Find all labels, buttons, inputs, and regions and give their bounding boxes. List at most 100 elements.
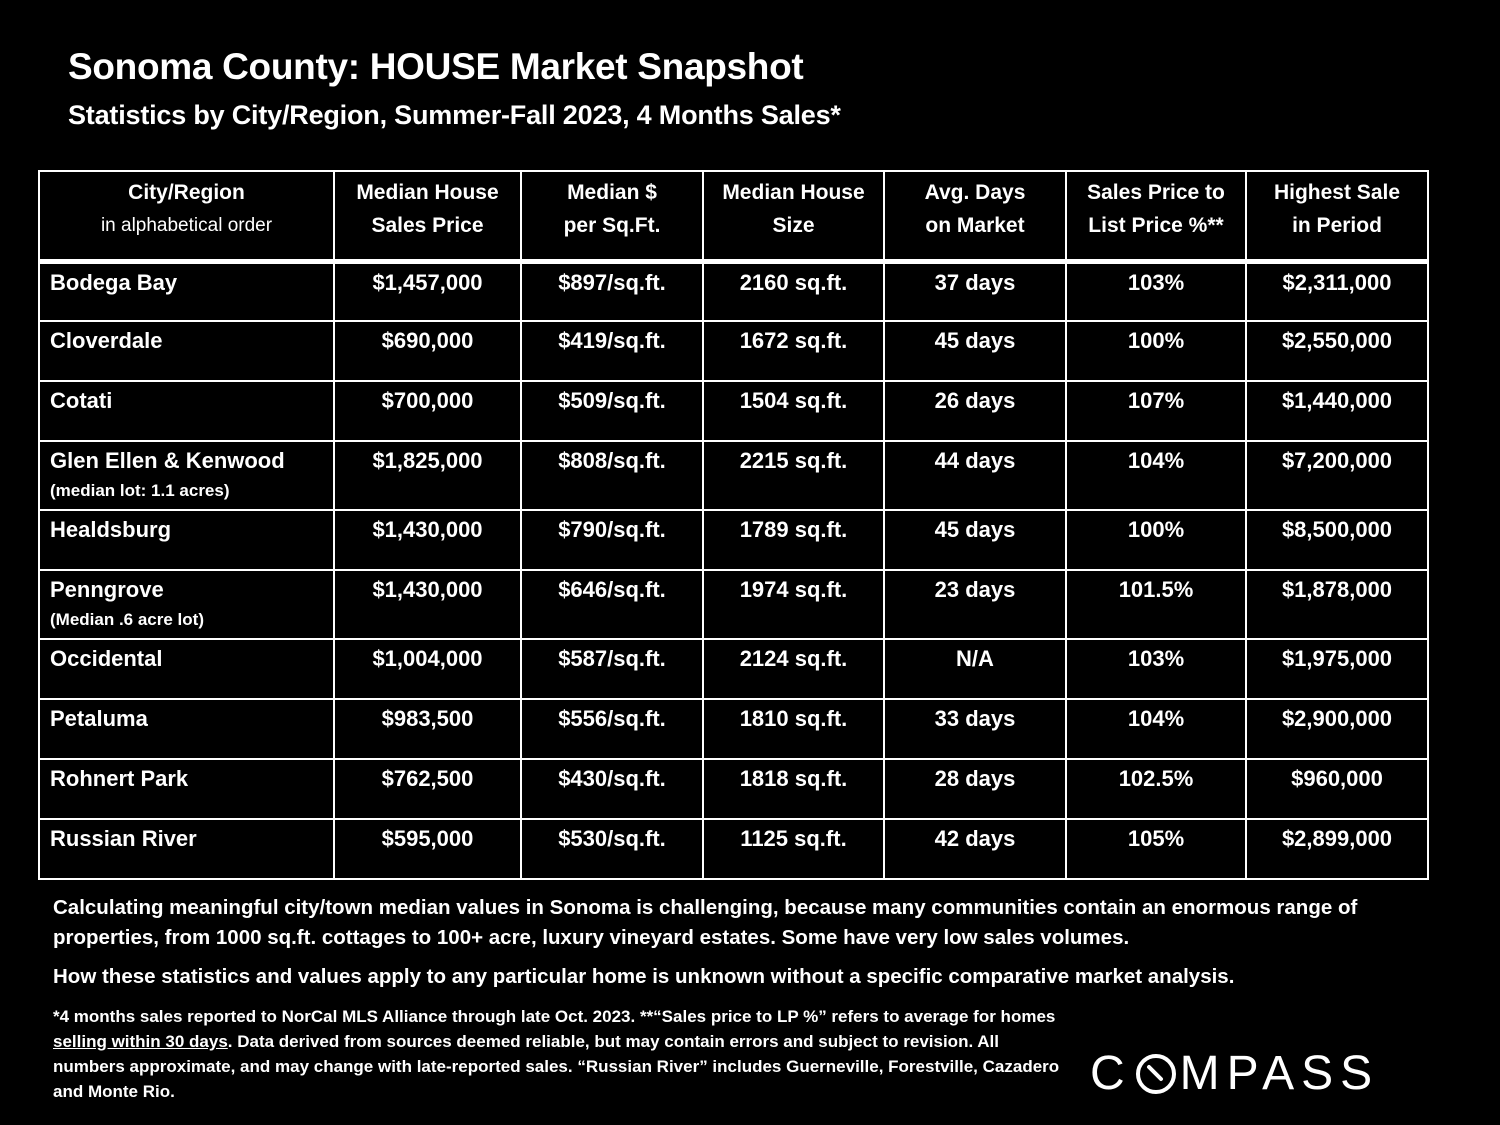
column-header-line: Median House — [708, 176, 879, 209]
median-price-cell: $1,825,000 — [334, 441, 521, 510]
table-row: Cloverdale$690,000$419/sq.ft.1672 sq.ft.… — [39, 321, 1428, 381]
city-name: Russian River — [50, 826, 197, 851]
sale-to-list-cell: 103% — [1066, 639, 1246, 699]
price-per-sqft-cell: $790/sq.ft. — [521, 510, 703, 570]
table-body: Bodega Bay $1,457,000$897/sq.ft.2160 sq.f… — [39, 261, 1428, 879]
logo-text: MPASS — [1180, 1046, 1379, 1101]
days-on-market-cell: 33 days — [884, 699, 1066, 759]
city-cell: Petaluma — [39, 699, 334, 759]
column-header-line: Median $ — [526, 176, 698, 209]
sale-to-list-cell: 105% — [1066, 819, 1246, 879]
sale-to-list-cell: 107% — [1066, 381, 1246, 441]
column-header: Sales Price toList Price %** — [1066, 171, 1246, 261]
highest-sale-cell: $960,000 — [1246, 759, 1428, 819]
days-on-market-cell: 44 days — [884, 441, 1066, 510]
highest-sale-cell: $7,200,000 — [1246, 441, 1428, 510]
table-row: Glen Ellen & Kenwood(median lot: 1.1 acr… — [39, 441, 1428, 510]
price-per-sqft-cell: $646/sq.ft. — [521, 570, 703, 639]
days-on-market-cell: 45 days — [884, 321, 1066, 381]
column-header-line: Sales Price to — [1071, 176, 1241, 209]
price-per-sqft-cell: $897/sq.ft. — [521, 261, 703, 321]
days-on-market-cell: 28 days — [884, 759, 1066, 819]
highest-sale-cell: $2,311,000 — [1246, 261, 1428, 321]
days-on-market-cell: 37 days — [884, 261, 1066, 321]
city-cell: Russian River — [39, 819, 334, 879]
sale-to-list-cell: 102.5% — [1066, 759, 1246, 819]
city-name: Penngrove — [50, 577, 164, 602]
city-name: Cotati — [50, 388, 112, 413]
house-size-cell: 2124 sq.ft. — [703, 639, 884, 699]
highest-sale-cell: $2,900,000 — [1246, 699, 1428, 759]
highest-sale-cell: $2,899,000 — [1246, 819, 1428, 879]
city-name: Cloverdale — [50, 328, 163, 353]
city-cell: Rohnert Park — [39, 759, 334, 819]
column-header-line: Size — [708, 209, 879, 242]
price-per-sqft-cell: $419/sq.ft. — [521, 321, 703, 381]
city-cell: Penngrove (Median .6 acre lot) — [39, 570, 334, 639]
city-name: Bodega Bay — [50, 270, 177, 295]
price-per-sqft-cell: $808/sq.ft. — [521, 441, 703, 510]
table-row: Rohnert Park$762,500$430/sq.ft.1818 sq.f… — [39, 759, 1428, 819]
city-cell: Cloverdale — [39, 321, 334, 381]
column-header-line: in Period — [1251, 209, 1423, 242]
column-header: Median HouseSize — [703, 171, 884, 261]
price-per-sqft-cell: $530/sq.ft. — [521, 819, 703, 879]
sale-to-list-cell: 104% — [1066, 699, 1246, 759]
compass-logo: C MPASS — [1090, 1046, 1379, 1101]
table-row: Cotati$700,000$509/sq.ft.1504 sq.ft.26 d… — [39, 381, 1428, 441]
column-header-line: List Price %** — [1071, 209, 1241, 242]
median-price-cell: $595,000 — [334, 819, 521, 879]
house-size-cell: 1818 sq.ft. — [703, 759, 884, 819]
table-row: Russian River $595,000$530/sq.ft.1125 sq.… — [39, 819, 1428, 879]
median-price-cell: $1,004,000 — [334, 639, 521, 699]
city-name: Healdsburg — [50, 517, 171, 542]
column-header-line: Median House — [339, 176, 516, 209]
days-on-market-cell: N/A — [884, 639, 1066, 699]
column-header: Median HouseSales Price — [334, 171, 521, 261]
table-row: Bodega Bay $1,457,000$897/sq.ft.2160 sq.f… — [39, 261, 1428, 321]
column-header: Highest Salein Period — [1246, 171, 1428, 261]
market-stats-table: City/Regionin alphabetical orderMedian H… — [38, 170, 1429, 880]
house-size-cell: 1974 sq.ft. — [703, 570, 884, 639]
city-name: Occidental — [50, 646, 162, 671]
sale-to-list-cell: 100% — [1066, 321, 1246, 381]
column-header: Median $per Sq.Ft. — [521, 171, 703, 261]
highest-sale-cell: $1,878,000 — [1246, 570, 1428, 639]
house-size-cell: 2160 sq.ft. — [703, 261, 884, 321]
city-name: Rohnert Park — [50, 766, 188, 791]
city-note: (Median .6 acre lot) — [50, 605, 327, 635]
note-paragraph: Calculating meaningful city/town median … — [53, 893, 1383, 953]
median-price-cell: $1,430,000 — [334, 570, 521, 639]
logo-text: C — [1090, 1046, 1132, 1101]
days-on-market-cell: 23 days — [884, 570, 1066, 639]
column-header: Avg. Dayson Market — [884, 171, 1066, 261]
sale-to-list-cell: 100% — [1066, 510, 1246, 570]
median-price-cell: $1,457,000 — [334, 261, 521, 321]
house-size-cell: 1504 sq.ft. — [703, 381, 884, 441]
house-size-cell: 1789 sq.ft. — [703, 510, 884, 570]
city-note: (median lot: 1.1 acres) — [50, 476, 327, 506]
column-header-line: City/Region — [44, 176, 329, 209]
compass-o-icon — [1134, 1052, 1178, 1096]
page-title: Sonoma County: HOUSE Market Snapshot — [68, 46, 803, 88]
column-header: City/Regionin alphabetical order — [39, 171, 334, 261]
city-cell: Glen Ellen & Kenwood(median lot: 1.1 acr… — [39, 441, 334, 510]
footnote-text: *4 months sales reported to NorCal MLS A… — [53, 1007, 1055, 1026]
median-price-cell: $762,500 — [334, 759, 521, 819]
days-on-market-cell: 42 days — [884, 819, 1066, 879]
note-paragraph: How these statistics and values apply to… — [53, 962, 1383, 992]
city-cell: Bodega Bay — [39, 261, 334, 321]
house-size-cell: 1810 sq.ft. — [703, 699, 884, 759]
median-price-cell: $690,000 — [334, 321, 521, 381]
house-size-cell: 1125 sq.ft. — [703, 819, 884, 879]
price-per-sqft-cell: $587/sq.ft. — [521, 639, 703, 699]
median-price-cell: $700,000 — [334, 381, 521, 441]
column-header-line: Sales Price — [339, 209, 516, 242]
sale-to-list-cell: 103% — [1066, 261, 1246, 321]
city-cell: Occidental — [39, 639, 334, 699]
highest-sale-cell: $1,440,000 — [1246, 381, 1428, 441]
median-price-cell: $1,430,000 — [334, 510, 521, 570]
column-header-line: Avg. Days — [889, 176, 1061, 209]
column-header-line: Highest Sale — [1251, 176, 1423, 209]
highest-sale-cell: $8,500,000 — [1246, 510, 1428, 570]
